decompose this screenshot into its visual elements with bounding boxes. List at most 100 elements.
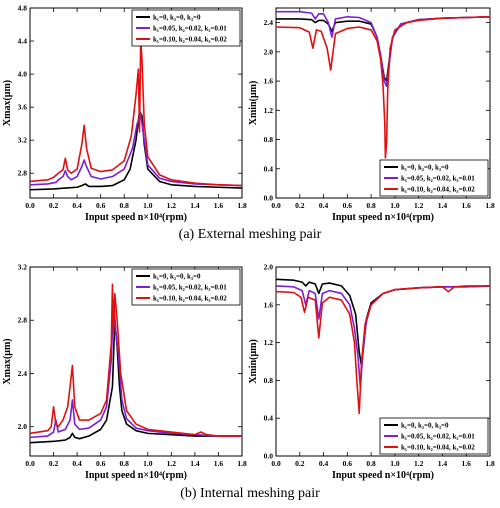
x-tick-label: 0.6 [96, 459, 106, 468]
x-tick-label: 1.8 [485, 459, 495, 468]
x-tick-label: 0.0 [25, 201, 35, 210]
x-tick-label: 0.4 [319, 201, 329, 210]
legend-entry: k₁=0.05, k₂=0.02, k₃=0.01 [401, 433, 475, 441]
y-tick-label: 2.4 [264, 18, 274, 27]
x-tick-label: 1.4 [438, 459, 448, 468]
y-axis-label: Xmax(μm) [2, 338, 13, 384]
x-tick-label: 0.8 [366, 459, 376, 468]
series-line-3 [30, 40, 242, 187]
x-tick-label: 1.2 [167, 201, 177, 210]
y-tick-label: 4.8 [18, 4, 28, 13]
y-tick-label: 4.0 [18, 70, 28, 79]
x-tick-label: 1.0 [143, 459, 153, 468]
x-tick-label: 0.2 [295, 201, 305, 210]
x-tick-label: 0.6 [96, 201, 106, 210]
plot-frame [275, 266, 491, 457]
legend-entry: k₁=0.10, k₂=0.04, k₃=0.02 [153, 295, 227, 303]
chart-ext_xmin: 0.0 0.2 0.4 0.6 0.8 1.0 1.2 1.4 1.6 1.8 0.0 0.4 0.8 1… [248, 7, 495, 223]
x-tick-label: 1.0 [390, 459, 400, 468]
x-tick-label: 0.4 [72, 201, 82, 210]
y-tick-label: 0.0 [264, 452, 274, 461]
y-tick-label: 3.2 [18, 263, 28, 272]
series-line-2 [276, 10, 490, 87]
y-tick-label: 0.8 [264, 376, 274, 385]
series-line-1 [30, 110, 242, 191]
legend-entry: k₁=0.05, k₂=0.02, k₃=0.01 [153, 25, 227, 33]
x-tick-label: 1.2 [414, 201, 424, 210]
y-tick-label: 1.2 [264, 338, 274, 347]
y-tick-label: 2.0 [264, 47, 274, 56]
x-tick-label: 1.6 [462, 459, 472, 468]
x-tick-label: 1.6 [214, 459, 224, 468]
x-tick-label: 0.8 [120, 459, 130, 468]
y-tick-label: 0.0 [264, 194, 274, 203]
x-tick-label: 1.4 [190, 459, 200, 468]
x-tick-label: 0.0 [25, 459, 35, 468]
x-tick-label: 0.0 [271, 459, 281, 468]
y-tick-label: 3.6 [18, 103, 28, 112]
y-tick-label: 0.8 [264, 135, 274, 144]
y-tick-label: 1.6 [264, 77, 274, 86]
x-tick-label: 0.8 [366, 201, 376, 210]
x-tick-label: 0.6 [343, 201, 353, 210]
plot-frame [275, 7, 491, 199]
series-group [30, 283, 242, 444]
x-tick-label: 0.4 [72, 459, 82, 468]
series-group [30, 40, 242, 191]
x-tick-label: 1.0 [143, 201, 153, 210]
legend: k₁=0, k₂=0, k₃=0 k₁=0.05, k₂=0.02, k₃=0.0… [379, 159, 489, 197]
legend: k₁=0, k₂=0, k₃=0 k₁=0.05, k₂=0.02, k₃=0.0… [131, 268, 241, 306]
x-tick-label: 0.2 [49, 201, 59, 210]
y-axis-label: Xmin(μm) [248, 339, 259, 384]
x-tick-label: 1.8 [485, 201, 495, 210]
y-tick-label: 2.8 [18, 316, 28, 325]
x-tick-label: 1.2 [167, 459, 177, 468]
y-tick-label: 2.0 [264, 263, 274, 272]
y-axis-label: Xmin(μm) [248, 81, 259, 126]
legend-entry: k₁=0.10, k₂=0.04, k₃=0.02 [401, 444, 475, 452]
series-line-3 [30, 283, 242, 437]
legend-entry: k₁=0, k₂=0, k₃=0 [401, 422, 449, 430]
y-tick-label: 2.4 [18, 369, 28, 378]
caption-external-meshing: (a) External meshing pair [178, 227, 322, 242]
x-tick-label: 1.4 [190, 201, 200, 210]
plot-frame [29, 266, 243, 457]
y-axis-label: Xmax(μm) [2, 80, 13, 126]
x-axis-label: Input speed n×10⁴(rpm) [85, 212, 187, 223]
x-axis-label: Input speed n×10⁴(rpm) [332, 470, 434, 481]
y-tick-label: 2.0 [18, 422, 28, 431]
y-tick-label: 3.2 [18, 136, 28, 145]
legend-entry: k₁=0.10, k₂=0.04, k₃=0.02 [153, 36, 227, 44]
series-line-2 [276, 285, 490, 389]
chart-int_xmin: 0.0 0.2 0.4 0.6 0.8 1.0 1.2 1.4 1.6 1.8 0.0 0.4 0.8 1… [248, 263, 495, 482]
legend: k₁=0, k₂=0, k₃=0 k₁=0.05, k₂=0.02, k₃=0.0… [131, 9, 241, 47]
legend-entry: k₁=0, k₂=0, k₃=0 [153, 273, 201, 281]
x-tick-label: 1.2 [414, 459, 424, 468]
x-tick-label: 0.0 [271, 201, 281, 210]
y-tick-label: 1.2 [264, 106, 274, 115]
x-axis-label: Input speed n×10⁴(rpm) [85, 470, 187, 481]
series-line-2 [30, 299, 242, 439]
series-group [276, 10, 490, 159]
y-tick-label: 2.8 [18, 169, 28, 178]
x-tick-label: 0.2 [49, 459, 59, 468]
legend-entry: k₁=0.05, k₂=0.02, k₃=0.01 [401, 175, 475, 183]
x-tick-label: 1.0 [390, 201, 400, 210]
legend-entry: k₁=0, k₂=0, k₃=0 [401, 164, 449, 172]
caption-internal-meshing: (b) Internal meshing pair [180, 486, 320, 501]
x-tick-label: 1.8 [237, 201, 247, 210]
y-tick-label: 4.4 [18, 37, 28, 46]
y-tick-label: 1.6 [264, 300, 274, 309]
legend-entry: k₁=0.05, k₂=0.02, k₃=0.01 [153, 284, 227, 292]
y-tick-label: 0.4 [264, 414, 274, 423]
x-tick-label: 0.6 [343, 459, 353, 468]
x-tick-label: 1.6 [214, 201, 224, 210]
x-tick-label: 1.4 [438, 201, 448, 210]
x-tick-label: 0.2 [295, 459, 305, 468]
x-tick-label: 1.6 [462, 201, 472, 210]
chart-int_xmax: 0.0 0.2 0.4 0.6 0.8 1.0 1.2 1.4 1.6 1.8 2.0 2.4 2.8 3… [2, 263, 247, 482]
series-line-3 [276, 15, 490, 159]
series-line-1 [30, 319, 242, 444]
x-tick-label: 0.4 [319, 459, 329, 468]
